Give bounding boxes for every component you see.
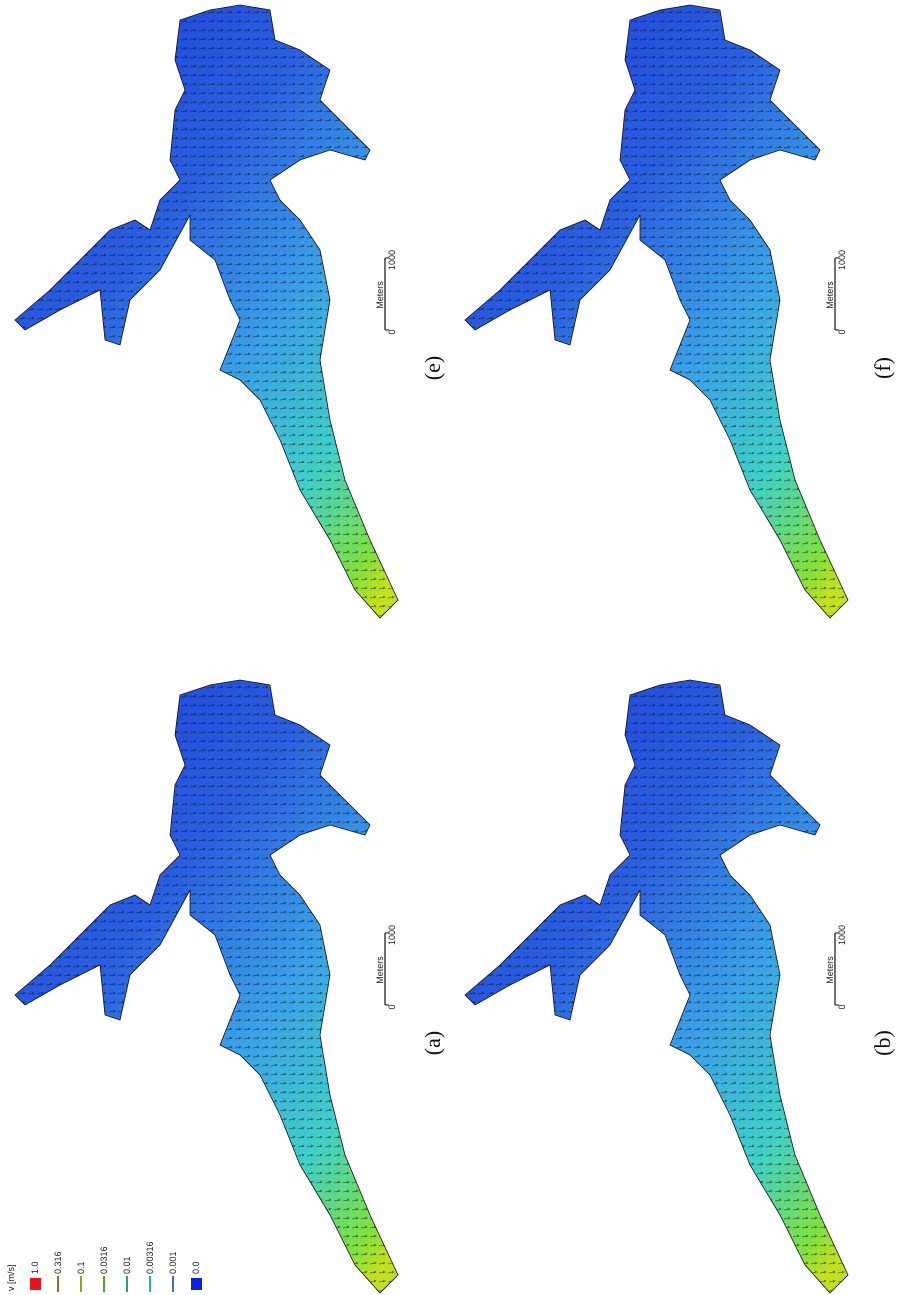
flow-vectors: [15, 5, 398, 618]
map-panel: 0 Meters 1000 (b): [465, 680, 895, 1293]
legend-swatch: [191, 1278, 202, 1290]
legend-label: 0.0: [191, 1261, 201, 1274]
panel-label: (f): [870, 357, 895, 379]
scale-end: 1000: [837, 250, 847, 270]
legend-label: 0.00316: [145, 1241, 155, 1274]
scale-start: 0: [387, 329, 397, 334]
map-panel: 0 Meters 1000 (f): [465, 5, 895, 618]
legend-label: 0.1: [76, 1261, 86, 1274]
legend-label: 0.316: [53, 1251, 63, 1274]
legend: v [m/s] 1.0 0.316 0.1 0.0316 0.01 0.00316 0.001…: [6, 1241, 202, 1292]
flow-vectors: [465, 680, 848, 1293]
scale-start: 0: [837, 329, 847, 334]
scale-unit: Meters: [375, 956, 385, 984]
map-panel: 0 Meters 1000 (e): [15, 5, 445, 618]
flow-vectors: [465, 5, 848, 618]
figure: 0 Meters 1000 (e) 0 Meters 1000 (f) 0 Meters 1000 (…: [0, 0, 897, 1295]
scale-end: 1000: [387, 925, 397, 945]
legend-title: v [m/s]: [6, 1265, 16, 1292]
panel-label: (e): [420, 356, 445, 380]
legend-label: 0.01: [122, 1256, 132, 1274]
legend-label: 0.0316: [99, 1246, 109, 1274]
legend-label: 1.0: [30, 1261, 40, 1274]
scale-end: 1000: [387, 250, 397, 270]
scale-unit: Meters: [375, 281, 385, 309]
flow-vectors: [15, 680, 398, 1293]
panel-label: (a): [420, 1031, 445, 1055]
legend-label: 0.001: [168, 1251, 178, 1274]
panel-label: (b): [870, 1030, 895, 1056]
map-panel: 0 Meters 1000 (a): [15, 680, 445, 1293]
legend-swatch: [30, 1278, 41, 1290]
scale-end: 1000: [837, 925, 847, 945]
scale-start: 0: [387, 1004, 397, 1009]
scale-start: 0: [837, 1004, 847, 1009]
scale-unit: Meters: [825, 956, 835, 984]
scale-unit: Meters: [825, 281, 835, 309]
